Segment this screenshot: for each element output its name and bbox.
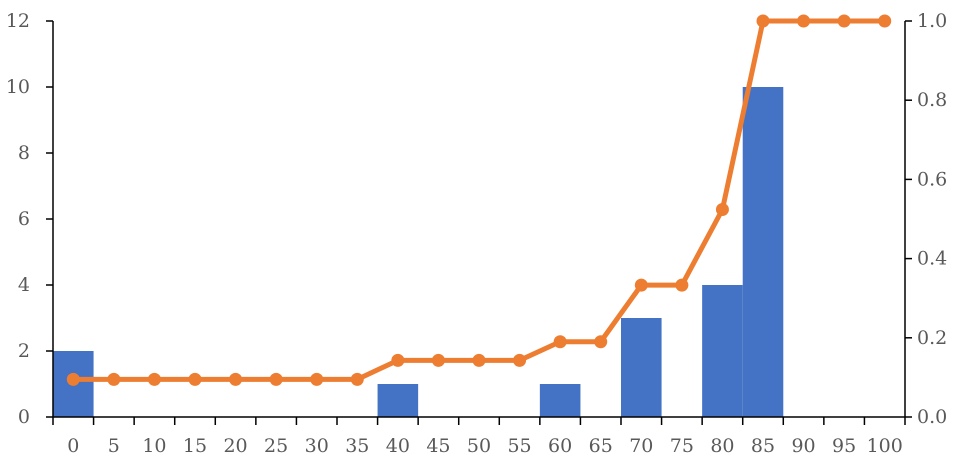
right-tick-label: 0.8 <box>917 89 947 111</box>
x-tick-label: 35 <box>345 435 369 457</box>
left-tick-label: 12 <box>6 10 30 32</box>
line-point-65 <box>594 335 608 349</box>
x-tick-label: 10 <box>142 435 166 457</box>
x-tick-label: 90 <box>791 435 815 457</box>
x-tick-label: 45 <box>426 435 450 457</box>
x-tick-label: 75 <box>670 435 694 457</box>
line-point-80 <box>715 202 729 216</box>
line-point-90 <box>797 14 811 28</box>
x-tick-label: 55 <box>507 435 531 457</box>
left-tick-label: 8 <box>18 142 30 164</box>
right-tick-label: 1.0 <box>917 10 947 32</box>
x-tick-label: 80 <box>710 435 734 457</box>
right-y-ticks: 0.0 0.2 0.4 0.6 0.8 1.0 <box>905 10 947 428</box>
x-tick-label: 60 <box>548 435 572 457</box>
x-tick-label: 20 <box>223 435 247 457</box>
right-tick-label: 0.2 <box>917 327 947 349</box>
line-point-35 <box>350 372 364 386</box>
cumulative-line-series <box>66 14 892 386</box>
x-tick-label: 40 <box>386 435 410 457</box>
line-point-100 <box>878 14 892 28</box>
x-tick-label: 0 <box>67 435 79 457</box>
bar-85 <box>742 87 784 417</box>
x-tick-label: 100 <box>867 435 903 457</box>
line-point-5 <box>107 372 121 386</box>
bar-60 <box>539 384 581 417</box>
x-ticks: 0 5 10 15 20 25 30 35 40 45 50 55 60 65 70 75 80 85 90 95 10… <box>52 417 906 457</box>
line-point-40 <box>391 353 405 367</box>
left-tick-label: 6 <box>18 208 30 230</box>
line-point-15 <box>188 372 202 386</box>
line-point-30 <box>310 372 324 386</box>
x-tick-label: 85 <box>751 435 775 457</box>
line-point-75 <box>675 278 689 292</box>
bar-40 <box>377 384 419 417</box>
x-tick-label: 15 <box>183 435 207 457</box>
left-tick-label: 2 <box>18 340 30 362</box>
x-tick-label: 65 <box>589 435 613 457</box>
bar-series <box>53 87 784 417</box>
line-point-85 <box>756 14 770 28</box>
right-tick-label: 0.4 <box>917 248 947 270</box>
line-point-50 <box>472 353 486 367</box>
left-tick-label: 10 <box>6 76 30 98</box>
x-tick-label: 5 <box>108 435 120 457</box>
line-point-25 <box>269 372 283 386</box>
left-tick-label: 0 <box>18 406 30 428</box>
x-tick-label: 95 <box>832 435 856 457</box>
line-point-0 <box>66 372 80 386</box>
x-tick-label: 25 <box>264 435 288 457</box>
x-tick-label: 50 <box>467 435 491 457</box>
right-tick-label: 0.0 <box>917 406 947 428</box>
bar-70 <box>621 318 662 417</box>
bar-80 <box>702 285 743 417</box>
line-point-70 <box>634 278 648 292</box>
line-point-10 <box>147 372 161 386</box>
line-point-55 <box>513 353 527 367</box>
line-point-45 <box>431 353 445 367</box>
line-point-20 <box>229 372 243 386</box>
left-tick-label: 4 <box>18 274 30 296</box>
left-y-ticks: 0 2 4 6 8 10 12 <box>6 10 53 428</box>
right-tick-label: 0.6 <box>917 168 947 190</box>
x-tick-label: 70 <box>629 435 653 457</box>
x-tick-label: 30 <box>305 435 329 457</box>
line-point-60 <box>553 335 567 349</box>
line-point-95 <box>837 14 851 28</box>
